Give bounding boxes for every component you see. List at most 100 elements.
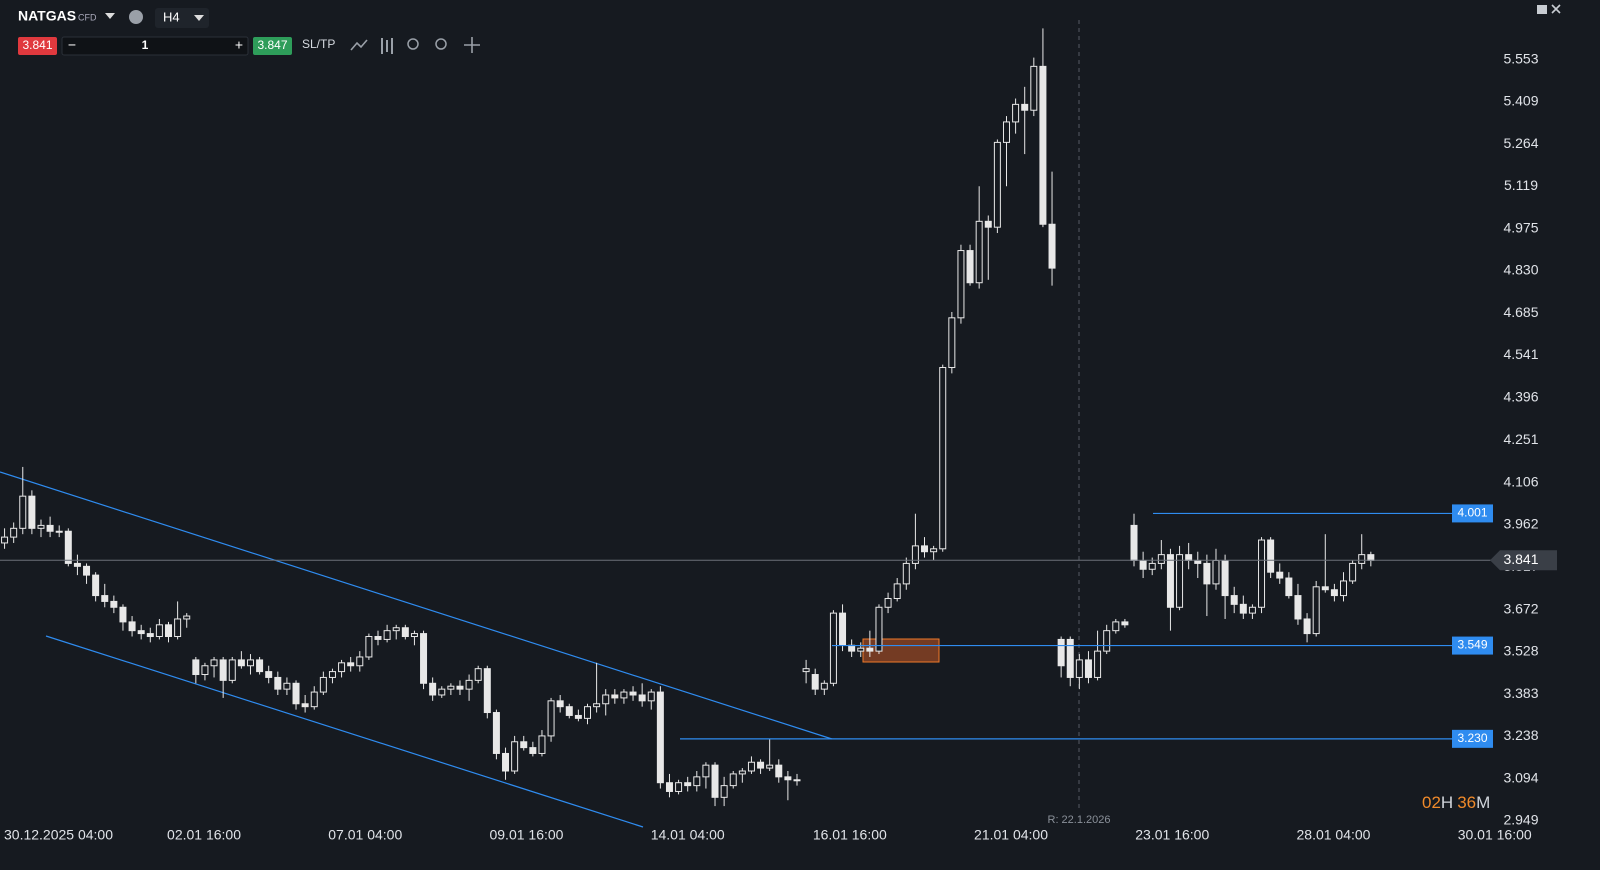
y-tick-label: 4.251	[1503, 431, 1538, 447]
timeframe-box[interactable]	[155, 8, 209, 28]
candle-body	[1176, 554, 1184, 608]
plus-button[interactable]: +	[235, 37, 243, 53]
candle-body	[237, 659, 245, 667]
y-tick-label: 2.949	[1503, 812, 1538, 828]
timeframe-dropdown[interactable]	[194, 15, 204, 21]
candle-body	[538, 735, 546, 754]
candle-body	[55, 530, 63, 533]
symbol[interactable]: NATGAS	[18, 8, 76, 24]
y-tick-label: 5.264	[1503, 135, 1538, 151]
candle-body	[793, 779, 801, 782]
countdown: 02H 36M	[1422, 793, 1490, 812]
zoom-in[interactable]	[435, 38, 447, 50]
overlay: 30.12.2025 04:00 02.01 16:00 07.01 04:00 09…	[0, 50, 1557, 843]
candle-tool[interactable]	[381, 38, 393, 54]
candle-body	[1230, 595, 1238, 605]
candle-body	[629, 691, 637, 696]
candle-body	[1267, 539, 1275, 573]
quantity-box[interactable]	[61, 36, 249, 56]
candle-body	[820, 682, 828, 690]
candle-body	[228, 659, 236, 681]
candle-body	[911, 545, 919, 564]
candle-body	[1239, 603, 1247, 614]
sell-price[interactable]: 3.841	[22, 38, 52, 52]
candle-body	[1021, 103, 1029, 111]
candle-body	[729, 773, 737, 787]
candle-body	[1212, 559, 1220, 585]
level-label: 3.230	[1457, 731, 1487, 745]
timeframe[interactable]: H4	[163, 9, 180, 24]
candle-body	[738, 770, 746, 775]
candle-body	[338, 662, 346, 673]
candle-body	[620, 691, 628, 699]
y-tick-label: 4.685	[1503, 304, 1538, 320]
level-label: 3.549	[1457, 638, 1487, 652]
y-tick-label: 3.528	[1503, 642, 1538, 658]
candle-body	[110, 600, 118, 608]
pan-tool[interactable]	[464, 37, 480, 53]
candle-body	[957, 250, 965, 319]
y-tick-label: 4.541	[1503, 346, 1538, 362]
candle-body	[720, 785, 728, 798]
candle-body	[165, 624, 173, 638]
candle-body	[1166, 554, 1174, 608]
window-button[interactable]	[1537, 5, 1547, 14]
sltp-button[interactable]: SL/TP	[302, 37, 335, 51]
candle-body	[857, 647, 865, 652]
candle-body	[975, 220, 983, 284]
zoom-out[interactable]	[407, 38, 419, 50]
candle-body	[702, 764, 710, 778]
candle-body	[101, 595, 109, 602]
candle-body	[1349, 562, 1357, 582]
sell-button[interactable]	[18, 37, 57, 55]
candle-body	[902, 562, 910, 585]
candle-body	[766, 764, 774, 769]
x-tick-label: 09.01 16:00	[489, 827, 563, 843]
candle-body	[1094, 650, 1102, 678]
candle-body	[875, 606, 883, 652]
candle-body	[401, 627, 409, 638]
candle-body	[174, 618, 182, 638]
candle-body	[265, 671, 273, 678]
candle-body	[747, 761, 755, 772]
candle-body	[1048, 223, 1056, 269]
candles	[1, 28, 1375, 807]
candle-body	[966, 250, 974, 284]
candle-body	[565, 706, 573, 716]
timer-minutes: 36	[1457, 793, 1476, 812]
y-tick-label: 3.672	[1503, 600, 1538, 616]
buy-button[interactable]	[253, 37, 292, 55]
x-tick-label: 21.01 04:00	[974, 827, 1048, 843]
close-button[interactable]	[1551, 4, 1561, 14]
candle-body	[1103, 630, 1111, 652]
candle-body	[993, 141, 1001, 228]
candle-body	[420, 633, 428, 684]
info-icon[interactable]	[129, 10, 143, 24]
zone-box	[862, 638, 940, 663]
candle-body	[1276, 571, 1284, 579]
candle-body	[1203, 562, 1211, 585]
candle-body	[429, 682, 437, 696]
line-tool[interactable]	[350, 39, 368, 51]
toolbar: NATGAS CFD H4 3.841 − 1 + 3.847 SL/TP	[18, 4, 1561, 56]
y-tick-label: 3.238	[1503, 727, 1538, 743]
quantity[interactable]: 1	[142, 38, 149, 52]
candle-body	[984, 220, 992, 228]
candle-body	[374, 636, 382, 640]
buy-price[interactable]: 3.847	[257, 38, 287, 52]
candle-body	[811, 674, 819, 690]
candle-body	[948, 317, 956, 369]
candle-body	[301, 703, 309, 708]
minus-button[interactable]: −	[68, 37, 76, 53]
candle-body	[884, 597, 892, 608]
candle-body	[119, 606, 127, 623]
candle-body	[1340, 580, 1348, 597]
y-tick-label: 3.383	[1503, 685, 1538, 701]
candle-body	[593, 703, 601, 708]
candle-body	[511, 741, 519, 772]
candle-body	[210, 659, 218, 667]
symbol-dropdown[interactable]	[105, 13, 115, 19]
y-tick-label: 4.975	[1503, 219, 1538, 235]
current-price-tag	[1490, 550, 1557, 571]
y-tick-label: 5.119	[1504, 177, 1538, 193]
